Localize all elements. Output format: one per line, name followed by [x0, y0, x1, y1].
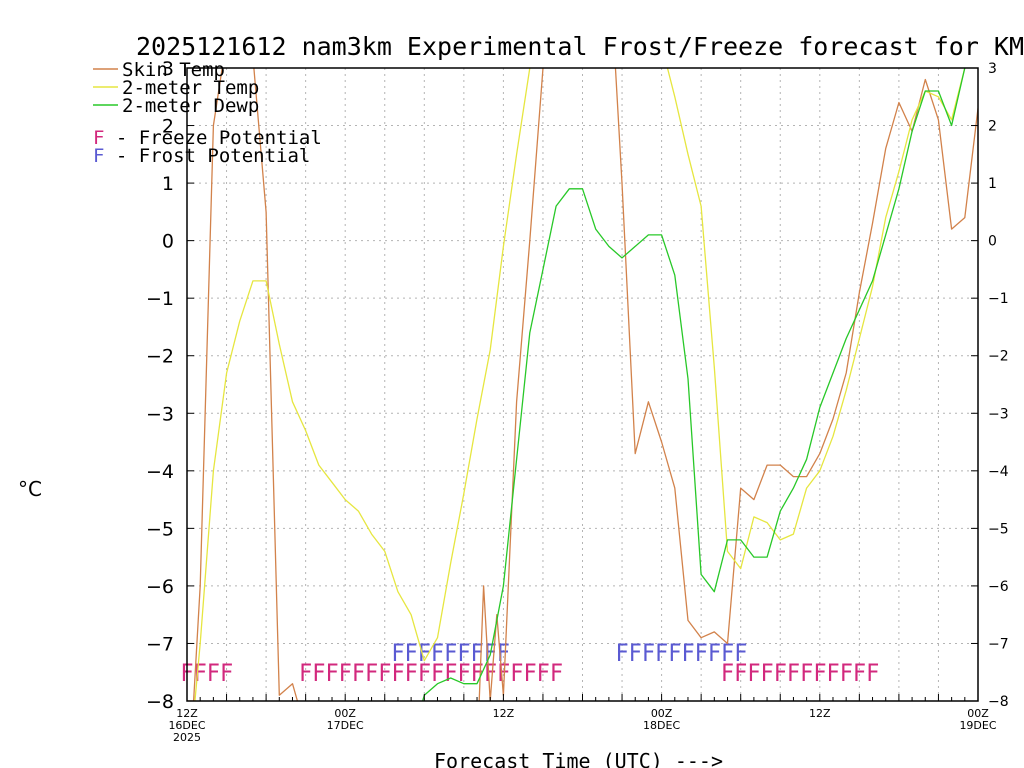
y-tick-label-right: −6 [988, 579, 1009, 595]
y-tick-label-right: −4 [988, 464, 1009, 480]
x-tick-label: 2025 [173, 731, 201, 744]
x-tick-label: 18DEC [643, 719, 680, 732]
y-tick-label-right: 0 [988, 234, 997, 250]
legend-label-2m-dewp: 2-meter Dewp [122, 95, 259, 117]
y-tick-label: −2 [146, 346, 174, 368]
y-tick-label-right: 1 [988, 176, 997, 192]
y-tick-label: 3 [162, 58, 174, 80]
series-lines [187, 68, 978, 701]
x-tick-label: 12Z [809, 707, 831, 720]
y-tick-label: 2 [162, 116, 174, 138]
legend-freeze-potential: F - Freeze Potential [93, 127, 322, 149]
y-tick-label: −7 [146, 633, 174, 655]
y-tick-label: −6 [146, 576, 174, 598]
y-tick-label-right: −5 [988, 521, 1009, 537]
y-tick-label: −1 [146, 288, 174, 310]
x-tick-label: 00Z [334, 707, 356, 720]
x-tick-label: 00Z [651, 707, 673, 720]
y-tick-label: −3 [146, 403, 174, 425]
frost-freeze-flags: FFFF FFFFFFFFFFFFFFFFFFFF FFFFFFFFFFFFFFFF… [180, 639, 879, 687]
y-tick-label: −4 [146, 461, 174, 483]
y-tick-label: 0 [162, 231, 174, 253]
y-axis-ticks: −8 −8 −7 −7 −6 −6 −5 −5 −4 −4 −3 −3 −2 −2 −1 −1 0 0 1 1 2 2 3 3 [146, 58, 1009, 713]
freeze-flag-row: FFFFFFFFFFFFFFFFFFFF [299, 659, 563, 687]
x-tick-label: 17DEC [327, 719, 364, 732]
legend-frost-glyph: F [93, 145, 104, 167]
y-tick-label-right: 2 [988, 119, 997, 135]
y-axis-label: °C [18, 477, 42, 501]
legend-frost-potential: F - Frost Potential [93, 145, 310, 167]
y-tick-label-right: −8 [988, 694, 1009, 710]
y-tick-label: 1 [162, 173, 174, 195]
series-line-skin-temp [187, 68, 978, 701]
y-tick-label-right: −2 [988, 349, 1009, 365]
legend-freeze-text: - Freeze Potential [104, 127, 321, 149]
frost-flag-row: FFFFFFFFFF [615, 639, 747, 667]
legend-frost-text: - Frost Potential [104, 145, 310, 167]
chart-title: 2025121612 nam3km Experimental Frost/Fre… [136, 32, 1024, 61]
x-tick-label: 12Z [493, 707, 515, 720]
x-tick-label: 12Z [176, 707, 198, 720]
legend-label-skin-temp: Skin Temp [122, 59, 225, 81]
legend-freeze-glyph: F [93, 127, 104, 149]
x-tick-label: 16DEC [168, 719, 205, 732]
y-tick-label: −5 [146, 518, 174, 540]
series-line-2-meter-temp [194, 68, 966, 701]
legend-label-2m-temp: 2-meter Temp [122, 77, 259, 99]
x-axis-label: Forecast Time (UTC) ---> [434, 749, 723, 768]
y-tick-label-right: −7 [988, 636, 1009, 652]
y-tick-label-right: 3 [988, 61, 997, 77]
y-tick-label-right: −3 [988, 406, 1009, 422]
frost-flag-row: FFFFFFFF [391, 639, 497, 667]
freeze-flag-row: FFFFFFFFFFFF [721, 659, 879, 687]
x-tick-label: 19DEC [959, 719, 996, 732]
y-tick-label: −8 [146, 691, 174, 713]
y-tick-label-right: −1 [988, 291, 1009, 307]
x-tick-label: 00Z [967, 707, 989, 720]
legend: Skin Temp 2-meter Temp 2-meter Dewp F - … [93, 59, 322, 167]
series-line-2-meter-dewp [421, 68, 966, 701]
freeze-flag-row: FFFF [180, 659, 233, 687]
